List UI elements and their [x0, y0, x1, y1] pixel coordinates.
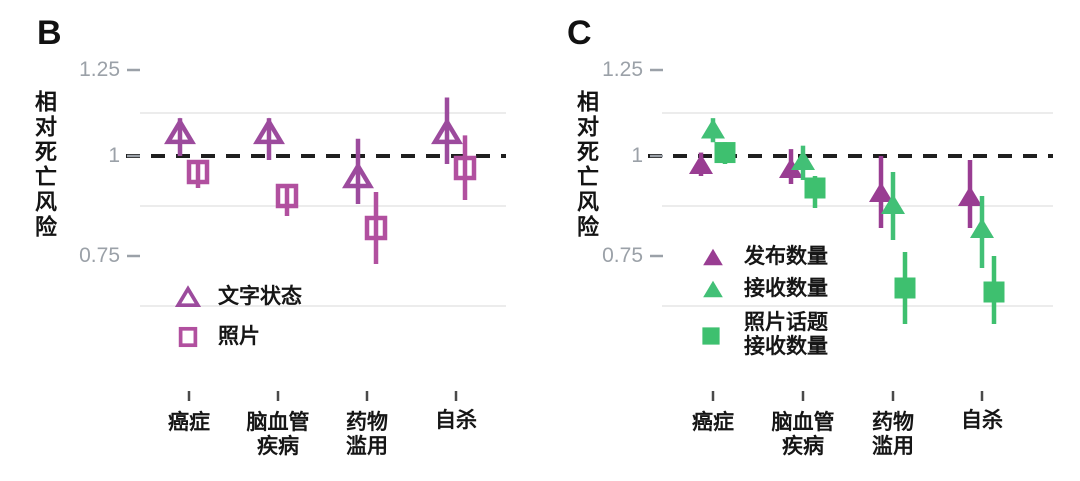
category-line: 癌症 [168, 411, 210, 434]
data-point-marker [791, 150, 815, 170]
legend-marker-icon [703, 248, 723, 266]
data-point-marker [983, 281, 1005, 303]
data-point-marker [342, 161, 374, 189]
panel-b-category-cerebrovascular: 脑血管 疾病 [213, 411, 343, 459]
panel-c-category-cancer: 癌症 [648, 411, 778, 435]
panel-b-legend-label-text-status: 文字状态 [218, 285, 302, 308]
legend-marker-icon [178, 326, 198, 348]
data-point-marker [869, 182, 893, 202]
data-point-marker [164, 117, 196, 145]
data-point-marker [881, 194, 905, 214]
data-point-marker [958, 186, 982, 206]
category-line: 疾病 [257, 435, 299, 458]
panel-b-y-axis-label: 相对死亡风险 [32, 90, 57, 240]
data-point-marker [701, 118, 725, 139]
data-point-marker [453, 155, 477, 181]
data-point-marker [714, 142, 736, 164]
panel-c-legend-label-photo-topic-received: 照片话题 接收数量 [744, 311, 828, 359]
category-line: 脑血管 [771, 411, 835, 434]
panel-c-ytick-1: 1 [631, 144, 643, 167]
legend-label-line: 接收数量 [744, 335, 828, 358]
panel-b-ytick-1: 1 [108, 144, 120, 167]
category-line: 疾病 [782, 435, 824, 458]
panel-b-category-drug-abuse: 药物 滥用 [302, 411, 432, 459]
panel-c-category-drug-abuse: 药物 滥用 [828, 411, 958, 459]
category-line: 滥用 [346, 435, 388, 458]
data-point-marker [186, 159, 210, 185]
panel-b-title: B [37, 14, 62, 52]
data-point-marker [970, 218, 994, 238]
category-line: 滥用 [872, 435, 914, 458]
panel-c-category-suicide: 自杀 [917, 409, 1047, 433]
panel-c-ytick-0-75: 0.75 [602, 244, 643, 267]
panel-b-ytick-1-25: 1.25 [79, 58, 120, 81]
category-line: 脑血管 [246, 411, 310, 434]
panel-c-title: C [567, 14, 592, 52]
data-point-marker [275, 183, 299, 209]
panel-b-category-suicide: 自杀 [391, 409, 521, 433]
category-line: 药物 [346, 411, 388, 434]
panel-c-y-axis-label: 相对死亡风险 [574, 90, 599, 240]
legend-marker-icon [702, 327, 720, 345]
panel-c-legend-label-received: 接收数量 [744, 277, 828, 300]
data-point-marker [779, 158, 803, 178]
panel-c-ytick-1-25: 1.25 [602, 58, 643, 81]
panel-b-ytick-0-75: 0.75 [79, 244, 120, 267]
category-line: 自杀 [435, 409, 477, 432]
data-point-marker [689, 154, 713, 174]
legend-label-line: 照片话题 [744, 311, 828, 334]
panel-b-legend-label-photo: 照片 [218, 325, 260, 348]
category-line: 自杀 [961, 409, 1003, 432]
category-line: 药物 [872, 411, 914, 434]
category-line: 癌症 [692, 411, 734, 434]
panel-b-category-cancer: 癌症 [124, 411, 254, 435]
panel-c-category-cerebrovascular: 脑血管 疾病 [738, 411, 868, 459]
data-point-marker [894, 277, 916, 299]
data-point-marker [431, 117, 463, 145]
panel-c-legend-label-posted: 发布数量 [744, 245, 828, 268]
data-point-marker [253, 117, 285, 145]
data-point-marker [804, 177, 826, 199]
legend-marker-icon [703, 280, 723, 298]
data-point-marker [364, 215, 388, 241]
legend-marker-icon [174, 285, 202, 308]
